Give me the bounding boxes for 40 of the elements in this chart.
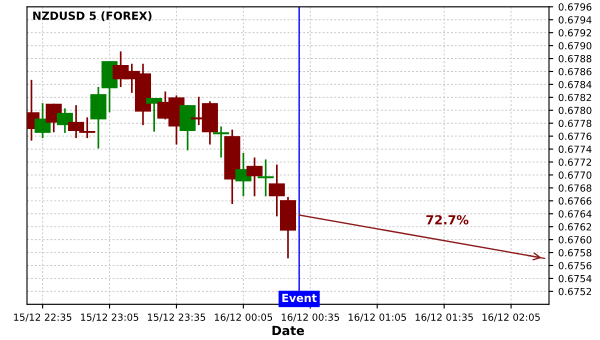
x-tick-label: 16/12 01:35 <box>416 314 473 322</box>
ref-line-label: Event <box>282 294 317 302</box>
y-tick-label: 0.6792 <box>558 29 592 36</box>
x-tick-label: 15/12 23:05 <box>81 314 138 322</box>
x-tick-label: 16/12 00:05 <box>214 314 272 322</box>
y-tick-label: 0.6780 <box>558 106 592 114</box>
y-tick-label: 0.6770 <box>558 171 592 179</box>
x-tick-label: 15/12 23:35 <box>148 314 206 322</box>
y-tick-label: 0.6756 <box>558 262 592 270</box>
y-tick-label: 0.6776 <box>558 132 592 140</box>
y-tick-label: 0.6794 <box>558 16 592 24</box>
candlestick <box>56 108 73 134</box>
y-tick-label: 0.6752 <box>558 288 592 296</box>
y-tick-label: 0.6772 <box>558 158 592 166</box>
x-tick-label: 15/12 22:35 <box>14 314 72 322</box>
chart-title: NZDUSD 5 (FOREX) <box>33 11 152 22</box>
y-tick-label: 0.6768 <box>558 184 592 192</box>
annotation: 72.7% <box>426 215 468 225</box>
y-tick-label: 0.6766 <box>558 197 592 205</box>
x-tick-label: 16/12 02:05 <box>482 314 540 322</box>
y-tick-label: 0.6760 <box>558 236 592 244</box>
y-tick-label: 0.6762 <box>558 223 592 231</box>
candlestick <box>34 102 51 139</box>
y-tick-label: 0.6754 <box>558 274 592 282</box>
x-axis-title: Date <box>272 326 304 336</box>
y-tick-label: 0.6796 <box>558 3 592 11</box>
y-tick-label: 0.6778 <box>558 120 592 128</box>
y-tick-label: 0.6788 <box>558 55 592 62</box>
y-tick-label: 0.6758 <box>558 249 592 256</box>
y-tick-label: 0.6782 <box>558 94 592 102</box>
x-tick-label: 16/12 01:05 <box>348 314 406 322</box>
y-tick-label: 0.6764 <box>558 210 592 218</box>
candlestick <box>246 156 263 198</box>
y-tick-label: 0.6774 <box>558 146 592 153</box>
x-tick-label: 16/12 00:35 <box>282 314 340 322</box>
y-tick-label: 0.6784 <box>558 80 592 88</box>
candlestick <box>146 97 162 132</box>
y-tick-label: 0.6790 <box>558 42 592 50</box>
y-tick-label: 0.6786 <box>558 68 592 76</box>
candlestick <box>268 164 285 218</box>
